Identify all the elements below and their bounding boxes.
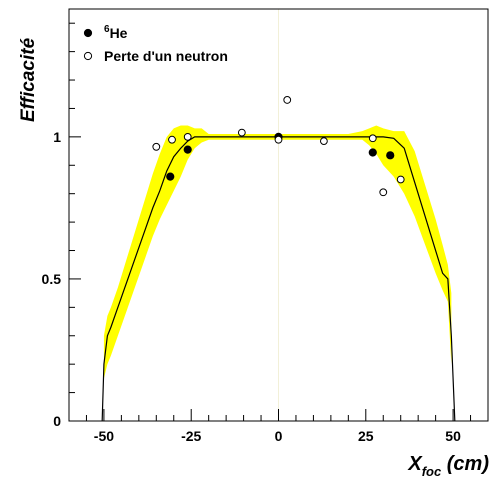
- neutron-loss-data-point: [396, 175, 405, 184]
- model-curve: [101, 136, 456, 422]
- model-curve-layer: [101, 136, 456, 422]
- neutron-loss-data-point: [319, 137, 328, 146]
- legend-he6-label: 6He: [104, 24, 128, 41]
- legend-he6-marker: [83, 28, 93, 38]
- neutron-loss-data-point: [168, 135, 176, 144]
- x-tick-label: -25: [181, 428, 201, 444]
- legend-label-text: He: [110, 25, 128, 41]
- axis-ticks: -50 -25 0 25 50 0 0.5 1: [42, 22, 489, 444]
- neutron-loss-data-point: [274, 135, 283, 144]
- legend-superscript: 6: [104, 24, 110, 35]
- he6-data-point: [183, 145, 192, 154]
- legend: 6He Perte d'un neutron: [83, 24, 228, 64]
- uncertainty-band: [103, 125, 452, 379]
- neutron-loss-data-point: [283, 96, 292, 104]
- neutron-loss-data-point: [379, 188, 388, 197]
- y-tick-label: 0.5: [42, 271, 62, 287]
- neutron-loss-data-point: [368, 134, 377, 143]
- neutron-loss-data-point: [152, 142, 161, 151]
- neutron-loss-data-point: [183, 132, 192, 141]
- axis-labels: Efficacité Xfoc (cm): [18, 37, 489, 479]
- x-tick-label: 0: [275, 428, 283, 444]
- x-axis-label: Xfoc (cm): [407, 453, 489, 479]
- y-axis-label: Efficacité: [18, 37, 39, 122]
- legend-neutron-label: Perte d'un neutron: [104, 48, 228, 64]
- x-axis-label-unit: (cm): [441, 453, 489, 475]
- neutron-loss-data-point: [237, 128, 246, 137]
- y-tick-label: 0: [53, 413, 61, 429]
- uncertainty-band-layer: [103, 125, 452, 379]
- x-axis-label-sub: foc: [422, 464, 442, 479]
- he6-data-point: [386, 151, 395, 160]
- he6-data-point: [166, 172, 175, 181]
- he6-data-point: [368, 148, 377, 157]
- legend-neutron-marker: [83, 51, 93, 61]
- y-tick-label: 1: [53, 129, 61, 145]
- x-tick-label: 50: [445, 428, 461, 444]
- x-tick-label: -50: [94, 428, 114, 444]
- data-points: [152, 96, 405, 197]
- x-tick-label: 25: [358, 428, 374, 444]
- x-axis-label-main: X: [407, 453, 423, 475]
